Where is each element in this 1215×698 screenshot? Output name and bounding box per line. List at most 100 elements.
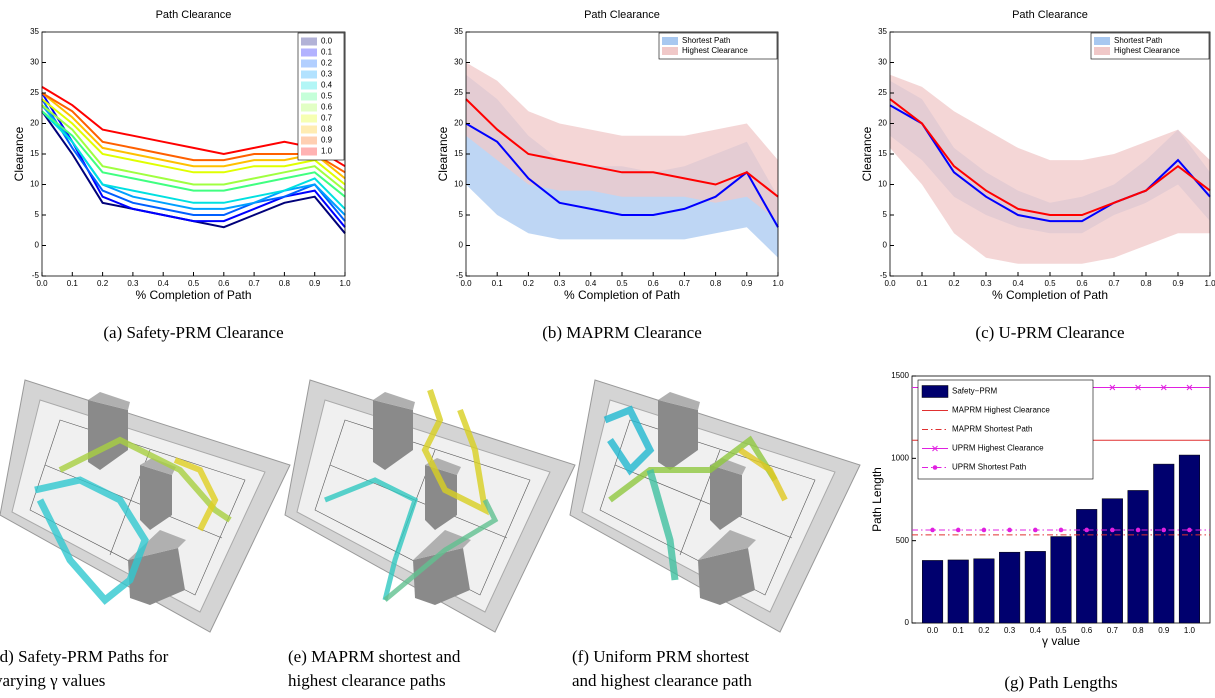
marker (1186, 384, 1193, 391)
legend-label: MAPRM Highest Clearance (952, 406, 1050, 415)
x-tick-label: 0.8 (279, 279, 291, 288)
line (889, 104, 1211, 223)
line (41, 110, 346, 210)
marker (1160, 384, 1167, 391)
x-tick-label: 0.0 (927, 626, 939, 635)
marker (1135, 384, 1141, 391)
y-tick-label: 0 (905, 618, 910, 627)
x-tick-label: 0.6 (1076, 279, 1088, 288)
legend: Safety−PRM MAPRM Highest Clearance MAPRM S… (917, 379, 1094, 480)
legend-swatch (662, 47, 678, 55)
legend-label: 0.3 (321, 70, 333, 79)
bar (1076, 509, 1098, 624)
legend-label: Highest Clearance (1114, 46, 1180, 55)
marker (932, 465, 938, 470)
x-tick-label: 1.0 (339, 279, 351, 288)
legend-label: Shortest Path (1114, 36, 1162, 45)
legend-label: Safety−PRM (952, 387, 997, 396)
caption: (d) Safety-PRM Paths for (0, 647, 169, 666)
x-tick-label: 0.5 (188, 279, 200, 288)
caption: (c) U-PRM Clearance (975, 323, 1124, 342)
x-tick-label: 0.2 (97, 279, 109, 288)
chart-title: Path Clearance (156, 9, 232, 21)
legend-swatch (301, 114, 317, 123)
x-tick-label: 0.8 (1133, 626, 1145, 635)
bar (1050, 536, 1072, 624)
legend-swatch (921, 385, 949, 398)
legend-swatch (301, 59, 317, 68)
legend-swatch (301, 147, 317, 156)
x-tick-label: 0.2 (978, 626, 990, 635)
line (41, 104, 346, 192)
legend-label: Highest Clearance (682, 46, 748, 55)
legend-label: 0.8 (321, 125, 333, 134)
y-tick-label: 500 (896, 536, 910, 545)
y-axis-label: Clearance (860, 126, 874, 181)
chart-title: Path Clearance (584, 9, 660, 21)
y-tick-label: 0 (459, 241, 464, 250)
legend-box (658, 32, 778, 60)
y-tick-label: 15 (30, 149, 39, 158)
y-tick-label: 1000 (891, 453, 909, 462)
legend-label: 0.2 (321, 59, 333, 68)
y-tick-label: 30 (30, 58, 39, 67)
y-tick-label: 20 (30, 119, 39, 128)
x-tick-label: 0.3 (980, 279, 992, 288)
legend-label: Shortest Path (682, 36, 730, 45)
bar (973, 558, 995, 624)
legend-label: MAPRM Shortest Path (952, 425, 1032, 434)
x-tick-label: 0.5 (1044, 279, 1056, 288)
line (889, 98, 1211, 216)
y-tick-label: 35 (30, 27, 39, 36)
y-tick-label: 1500 (891, 371, 909, 380)
x-tick-label: 0.9 (741, 279, 753, 288)
y-tick-label: 25 (30, 88, 39, 97)
y-tick-label: 15 (878, 149, 887, 158)
y-tick-label: 20 (454, 119, 463, 128)
x-tick-label: 0.6 (218, 279, 230, 288)
legend-label: 0.7 (321, 114, 333, 123)
x-axis-label: % Completion of Path (135, 288, 251, 302)
y-tick-label: 35 (878, 27, 887, 36)
caption: highest clearance paths (288, 671, 446, 690)
bar (1101, 498, 1123, 624)
line (41, 86, 346, 168)
y-tick-label: 20 (878, 119, 887, 128)
x-tick-label: 0.3 (554, 279, 566, 288)
caption: varying γ values (0, 671, 105, 690)
marker (1161, 527, 1167, 533)
y-tick-label: 5 (883, 210, 888, 219)
legend-swatch (1094, 47, 1110, 55)
line (41, 110, 346, 198)
legend-swatch (301, 81, 317, 90)
line (41, 98, 346, 222)
scene-f (569, 379, 861, 633)
bar (1127, 490, 1149, 624)
x-axis-label: γ value (1042, 634, 1080, 648)
y-tick-label: 0 (883, 241, 888, 250)
y-tick-label: 25 (454, 88, 463, 97)
y-axis-label: Path Length (870, 467, 884, 532)
caption: (b) MAPRM Clearance (542, 323, 702, 342)
marker (1058, 527, 1064, 533)
x-tick-label: 0.8 (1140, 279, 1152, 288)
x-tick-label: 0.6 (1081, 626, 1093, 635)
legend: 0.0 0.1 0.2 0.3 0.4 0.5 0.6 0.7 0.8 0.9 1.0 (297, 32, 345, 161)
legend-label: 1.0 (321, 147, 333, 156)
x-tick-label: 0.9 (309, 279, 321, 288)
bar (999, 551, 1021, 624)
marker (932, 445, 938, 452)
caption: (f) Uniform PRM shortest (572, 647, 749, 666)
y-tick-label: 35 (454, 27, 463, 36)
bar (922, 560, 944, 624)
line (41, 98, 346, 186)
legend-swatch (301, 70, 317, 79)
x-tick-label: 0.3 (1004, 626, 1016, 635)
caption: and highest clearance path (572, 671, 752, 690)
y-axis-label: Clearance (12, 126, 26, 181)
marker (1135, 527, 1141, 533)
legend-box (1090, 32, 1210, 60)
